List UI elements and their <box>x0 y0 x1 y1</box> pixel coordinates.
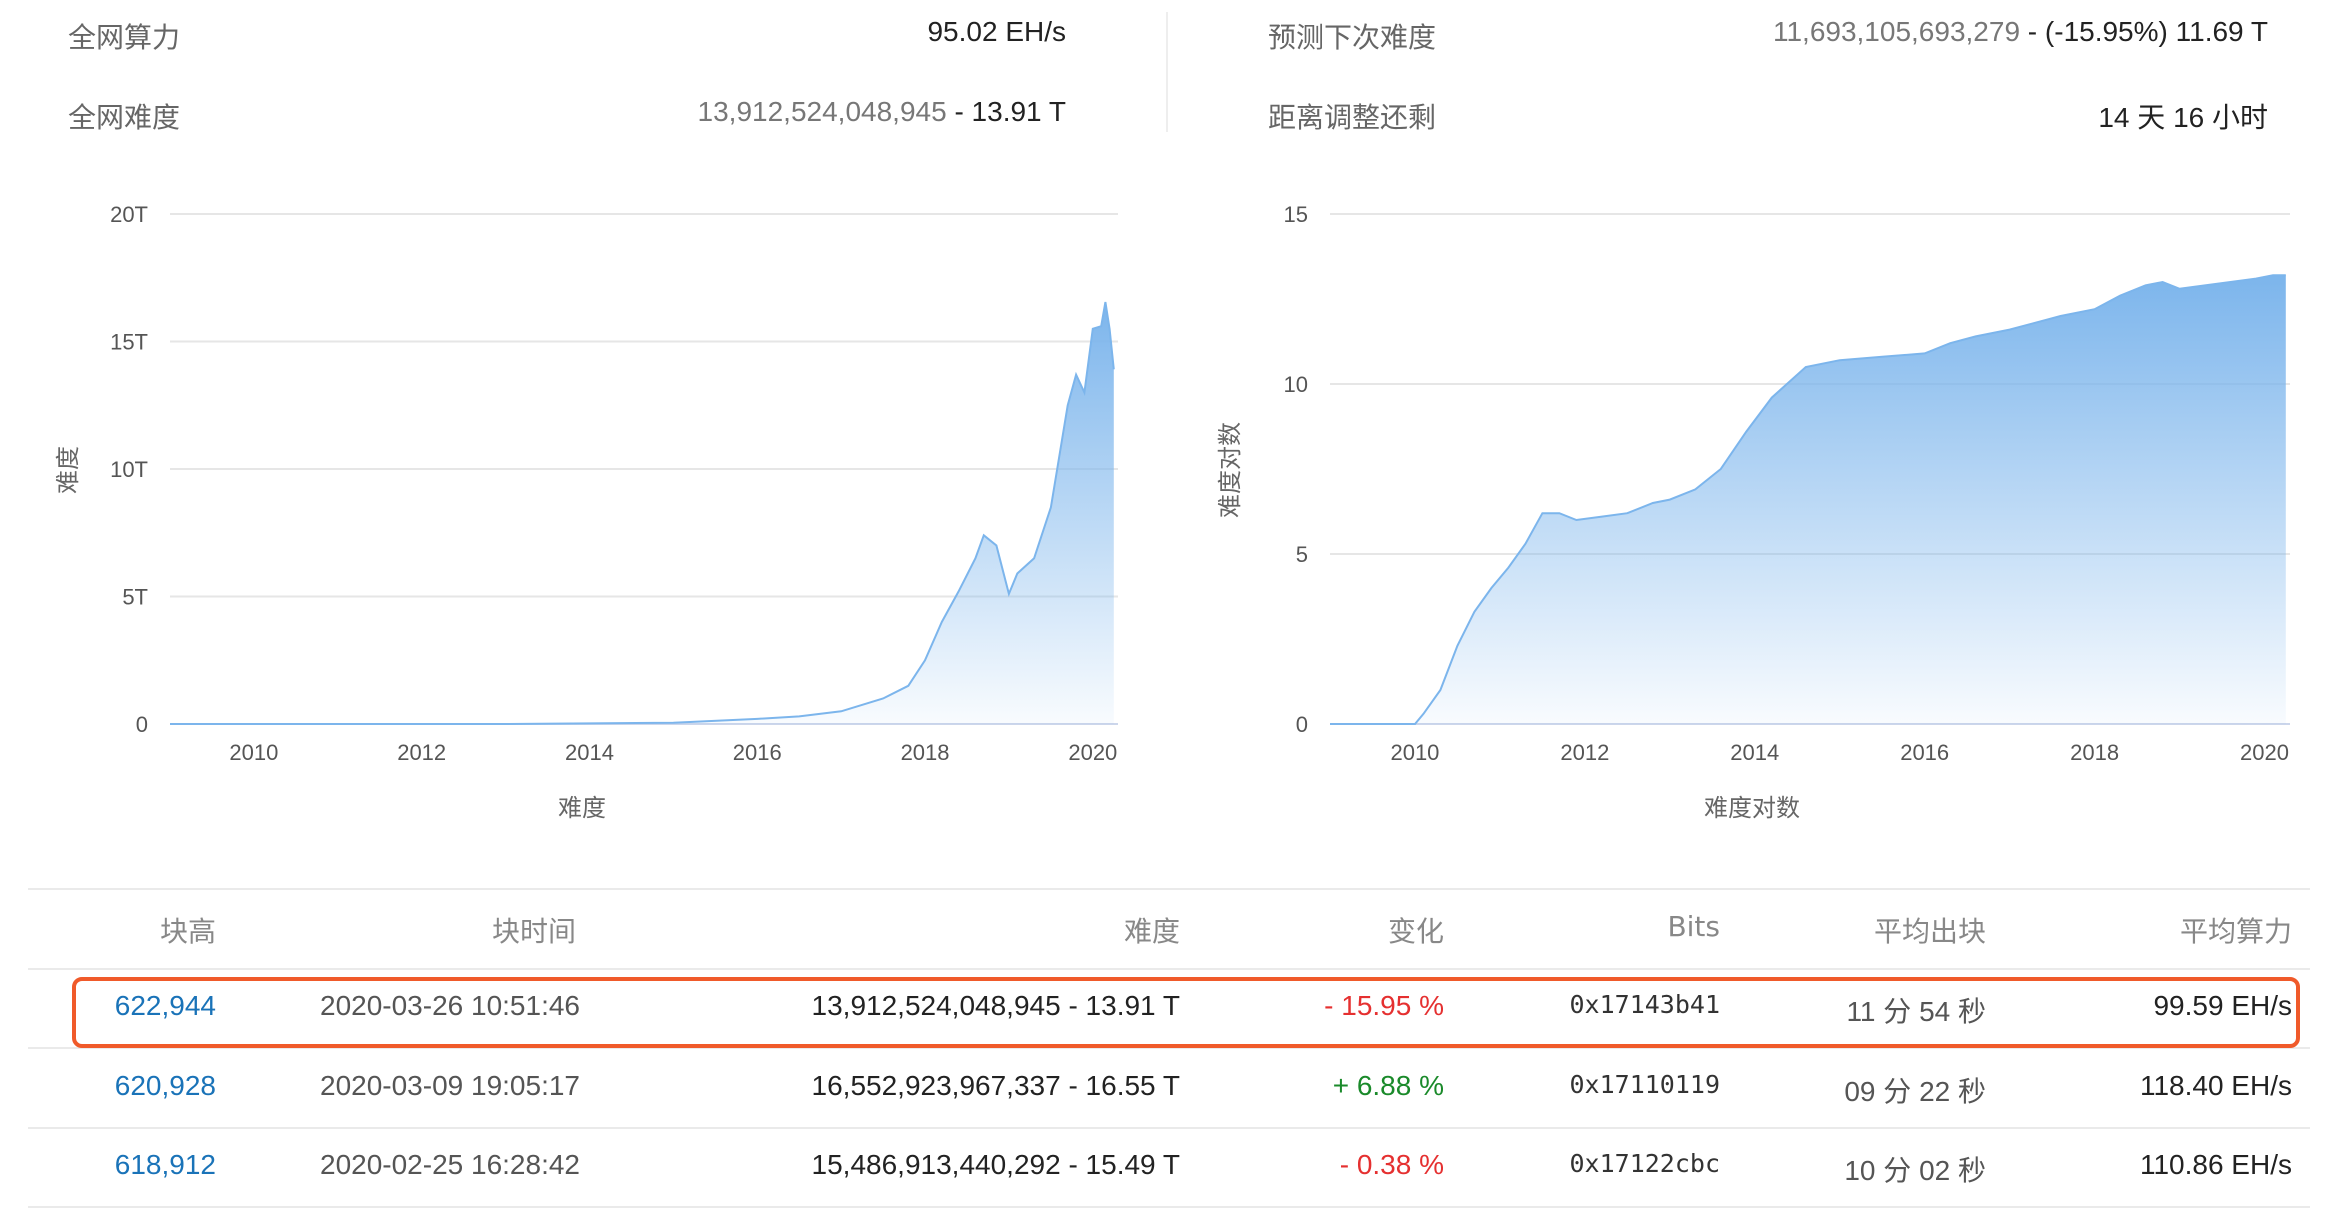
block-height-link[interactable]: 618,912 <box>114 1149 216 1180</box>
table-header-border <box>28 968 2310 970</box>
next-difficulty-short: - (-15.95%) 11.69 T <box>2020 16 2268 47</box>
difficulty-chart: 0 5T 10T 15T 20T 2010 2012 2014 2016 2018 2020 难度… <box>0 180 1160 840</box>
x-tick-label: 2010 <box>1390 740 1439 765</box>
next-difficulty-value: 11,693,105,693,279 - (-15.95%) 11.69 T <box>1773 16 2268 48</box>
remaining-value: 14 天 16 小时 <box>2098 102 2268 133</box>
x-tick-label: 2012 <box>397 740 446 765</box>
block-time: 2020-03-26 10:51:46 <box>320 990 580 1021</box>
avg-hashrate: 118.40 EH/s <box>2139 1070 2292 1101</box>
log-difficulty-chart: 0 5 10 15 2010 2012 2014 2016 2018 2020 难度对数 难度对… <box>1170 180 2340 840</box>
log-difficulty-area <box>1330 275 2286 724</box>
highlight-box <box>72 977 2300 1048</box>
y-tick-label: 0 <box>136 712 148 737</box>
block-difficulty: 15,486,913,440,292 - 15.49 T <box>811 1149 1180 1180</box>
avg-hashrate: 99.59 EH/s <box>2153 990 2292 1021</box>
block-bits: 0x17143b41 <box>1569 990 1720 1019</box>
avg-block-time: 09 分 22 秒 <box>1844 1076 1986 1107</box>
block-time: 2020-03-09 19:05:17 <box>320 1070 580 1101</box>
x-tick-label: 2018 <box>901 740 950 765</box>
table-row-border-1 <box>28 1047 2310 1049</box>
difficulty-x-title: 难度 <box>558 794 606 822</box>
table-top-border <box>28 888 2310 890</box>
block-bits: 0x17122cbc <box>1569 1149 1720 1178</box>
x-tick-label: 2018 <box>2070 740 2119 765</box>
header-avg-block[interactable]: 平均出块 <box>1873 915 1986 948</box>
y-tick-label: 20T <box>110 202 148 227</box>
y-tick-label: 0 <box>1296 712 1308 737</box>
difficulty-line <box>170 301 1115 725</box>
x-tick-label: 2010 <box>229 740 278 765</box>
y-tick-label: 5 <box>1296 542 1308 567</box>
y-tick-label: 15T <box>110 330 148 355</box>
block-time: 2020-02-25 16:28:42 <box>320 1149 580 1180</box>
y-tick-label: 15 <box>1284 202 1308 227</box>
x-tick-label: 2012 <box>1560 740 1609 765</box>
y-tick-label: 5T <box>122 585 148 610</box>
header-difficulty[interactable]: 难度 <box>1123 915 1180 948</box>
x-tick-label: 2014 <box>1730 740 1779 765</box>
avg-block-time: 10 分 02 秒 <box>1844 1155 1986 1186</box>
block-height-link[interactable]: 620,928 <box>114 1070 216 1101</box>
block-difficulty: 16,552,923,967,337 - 16.55 T <box>811 1070 1180 1101</box>
difficulty-area <box>170 302 1114 724</box>
hashrate-value: 95.02 EH/s <box>927 16 1066 47</box>
avg-block-time: 11 分 54 秒 <box>1846 996 1986 1027</box>
difficulty-change: - 0.38 % <box>1339 1149 1444 1180</box>
stats-divider <box>1166 12 1168 132</box>
log-difficulty-x-title: 难度对数 <box>1704 794 1800 822</box>
header-avg-hash[interactable]: 平均算力 <box>2179 915 2292 948</box>
x-tick-label: 2016 <box>1900 740 1949 765</box>
header-height[interactable]: 块高 <box>160 915 217 948</box>
difficulty-short: - 13.91 T <box>946 96 1066 127</box>
block-difficulty: 13,912,524,048,945 - 13.91 T <box>811 990 1180 1021</box>
x-tick-label: 2020 <box>2240 740 2289 765</box>
header-change[interactable]: 变化 <box>1387 915 1444 948</box>
remaining-label: 距离调整还剩 <box>1268 101 1437 134</box>
x-tick-label: 2014 <box>565 740 614 765</box>
next-difficulty-raw: 11,693,105,693,279 <box>1772 16 2021 47</box>
log-difficulty-y-title: 难度对数 <box>1216 422 1244 518</box>
difficulty-label: 全网难度 <box>68 101 181 134</box>
x-tick-label: 2016 <box>733 740 782 765</box>
log-difficulty-line <box>1330 274 2286 725</box>
difficulty-value: 13,912,524,048,945 - 13.91 T <box>698 96 1066 128</box>
difficulty-change: + 6.88 % <box>1332 1070 1444 1101</box>
next-difficulty-label: 预测下次难度 <box>1268 21 1437 54</box>
block-bits: 0x17110119 <box>1569 1070 1720 1099</box>
difficulty-y-title: 难度 <box>54 446 82 494</box>
difficulty-change: - 15.95 % <box>1324 990 1444 1021</box>
difficulty-raw: 13,912,524,048,945 <box>697 96 947 127</box>
header-bits[interactable]: Bits <box>1667 910 1720 943</box>
table-row-border-2 <box>28 1127 2310 1129</box>
hashrate-label: 全网算力 <box>68 21 181 54</box>
difficulty-chart-svg: 0 5T 10T 15T 20T 2010 2012 2014 2016 2018 2020 难度… <box>54 202 1118 822</box>
y-tick-label: 10T <box>110 457 148 482</box>
table-row-border-3 <box>28 1206 2310 1208</box>
avg-hashrate: 110.86 EH/s <box>2139 1149 2292 1180</box>
log-difficulty-chart-svg: 0 5 10 15 2010 2012 2014 2016 2018 2020 难度对数 难度对… <box>1216 202 2290 822</box>
block-height-link[interactable]: 622,944 <box>114 990 216 1021</box>
header-time[interactable]: 块时间 <box>492 915 577 948</box>
y-tick-label: 10 <box>1284 372 1308 397</box>
x-tick-label: 2020 <box>1068 740 1117 765</box>
